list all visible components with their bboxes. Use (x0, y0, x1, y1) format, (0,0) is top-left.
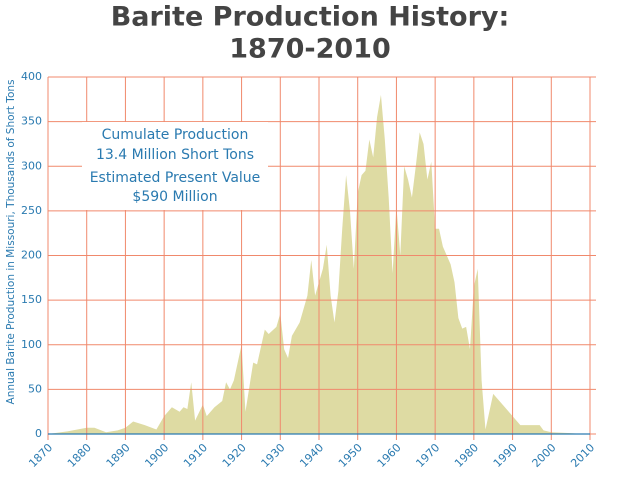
chart-title: Barite Production History: (111, 2, 510, 33)
chart-title: 1870-2010 (229, 34, 391, 65)
y-tick-label: 300 (21, 159, 42, 172)
y-tick-label: 250 (21, 204, 42, 217)
y-tick-label: 150 (21, 293, 42, 306)
x-tick-label: 2000 (530, 441, 559, 470)
y-tick-label: 350 (21, 115, 42, 128)
y-tick-label: 100 (21, 338, 42, 351)
x-tick-label: 1970 (413, 441, 442, 470)
x-tick-label: 1870 (26, 441, 55, 470)
x-tick-label: 1930 (259, 441, 288, 470)
x-tick-label: 2010 (568, 441, 597, 470)
x-tick-label: 1950 (336, 441, 365, 470)
x-tick-label: 1960 (375, 441, 404, 470)
y-tick-label: 400 (21, 70, 42, 83)
x-tick-label: 1990 (491, 441, 520, 470)
y-tick-label: 0 (35, 427, 42, 440)
x-tick-label: 1910 (181, 441, 210, 470)
y-axis-label: Annual Barite Production in Missouri, Th… (5, 80, 17, 405)
x-tick-label: 1940 (297, 441, 326, 470)
y-tick-label: 50 (28, 382, 42, 395)
x-tick-label: 1900 (142, 441, 171, 470)
annotation-box (82, 122, 268, 210)
annotation: Cumulate Production (102, 127, 249, 143)
x-tick-label: 1890 (104, 441, 133, 470)
x-tick-label: 1920 (220, 441, 249, 470)
x-tick-label: 1880 (65, 441, 94, 470)
y-tick-label: 200 (21, 249, 42, 262)
annotation: 13.4 Million Short Tons (96, 147, 254, 163)
annotation: Estimated Present Value (90, 170, 261, 186)
x-tick-label: 1980 (452, 441, 481, 470)
annotation: $590 Million (132, 189, 217, 205)
area (48, 94, 583, 434)
